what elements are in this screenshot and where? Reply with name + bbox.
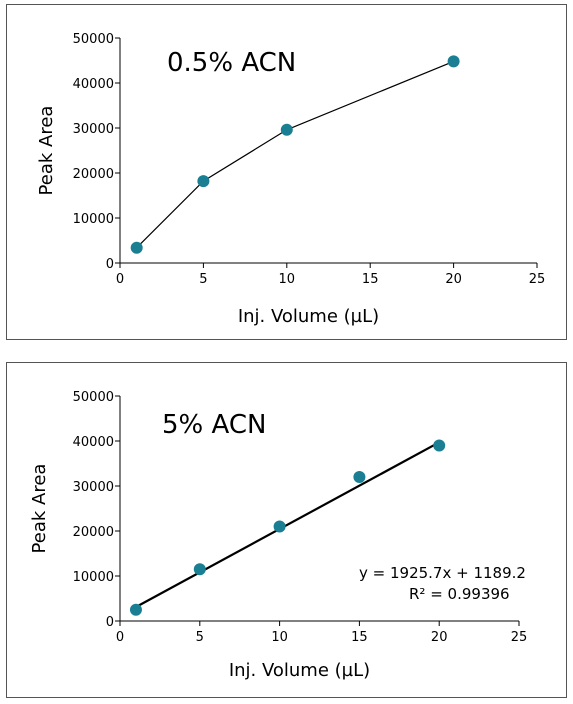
x-tick-label: 10	[279, 272, 296, 287]
x-tick-label: 20	[445, 272, 462, 287]
y-tick-label: 40000	[73, 435, 114, 450]
y-tick-label: 0	[106, 615, 114, 630]
data-point	[447, 55, 460, 68]
x-tick-label: 10	[271, 630, 288, 645]
x-tick-label: 5	[199, 272, 207, 287]
y-tick-label: 0	[106, 257, 114, 272]
y-tick-label: 30000	[73, 122, 114, 137]
x-tick-label: 25	[529, 272, 546, 287]
x-tick-label: 5	[196, 630, 204, 645]
chart-title: 5% ACN	[162, 410, 266, 440]
x-tick-label: 25	[511, 630, 528, 645]
data-point	[273, 520, 286, 533]
data-point	[130, 241, 143, 254]
y-axis-label: Peak Area	[29, 464, 50, 554]
y-tick-label: 10000	[73, 212, 114, 227]
chart-title: 0.5% ACN	[167, 48, 296, 78]
x-tick-label: 20	[431, 630, 448, 645]
chart-1: 0 10000 20000 30000 40000 50000 0 5 10 15 20 25 0.5%…	[36, 32, 546, 327]
series-line	[136, 60, 454, 249]
x-axis-label: Inj. Volume (µL)	[229, 660, 370, 681]
y-axis-label: Peak Area	[36, 106, 57, 196]
data-point	[433, 439, 446, 452]
data-point	[353, 471, 366, 483]
trendline	[135, 441, 440, 608]
x-tick-label: 0	[116, 272, 124, 287]
x-tick-label: 15	[362, 272, 379, 287]
y-tick-label: 20000	[73, 525, 114, 540]
x-tick-label: 15	[351, 630, 368, 645]
data-point	[193, 563, 206, 576]
chart-panel-2: 0 10000 20000 30000 40000 50000 0 5 10 15 20 25 5% A…	[6, 362, 567, 698]
y-tick-label: 50000	[73, 32, 114, 47]
y-tick-label: 30000	[73, 480, 114, 495]
y-tick-label: 10000	[73, 570, 114, 585]
x-tick-label: 0	[116, 630, 124, 645]
x-axis-label: Inj. Volume (µL)	[238, 306, 379, 327]
data-point	[129, 603, 142, 616]
chart-panel-1: 0 10000 20000 30000 40000 50000 0 5 10 15 20 25 0.5%…	[6, 4, 567, 340]
equation-annotation: y = 1925.7x + 1189.2	[359, 564, 526, 582]
chart-2: 0 10000 20000 30000 40000 50000 0 5 10 15 20 25 5% A…	[29, 390, 528, 681]
data-point	[197, 175, 210, 188]
equation-annotation: R² = 0.99396	[409, 585, 510, 603]
data-point	[280, 123, 293, 136]
y-tick-label: 20000	[73, 167, 114, 182]
y-tick-label: 50000	[73, 390, 114, 405]
y-tick-label: 40000	[73, 77, 114, 92]
